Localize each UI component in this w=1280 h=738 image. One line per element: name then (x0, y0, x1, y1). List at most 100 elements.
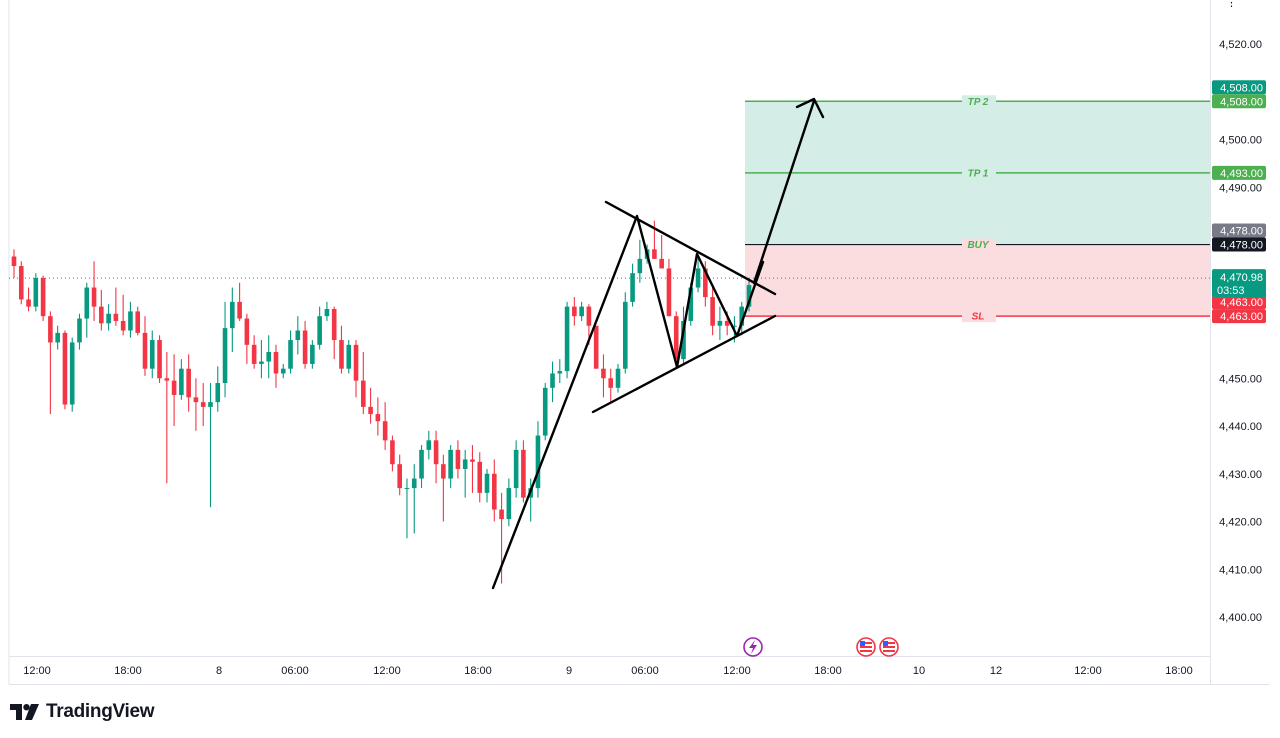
candle[interactable] (630, 263, 635, 307)
candle[interactable] (673, 311, 679, 369)
candle[interactable] (572, 297, 577, 326)
candle[interactable] (164, 351, 170, 484)
candle[interactable] (331, 306, 337, 360)
us-flag-event-icon[interactable] (879, 637, 899, 657)
candle[interactable] (230, 287, 235, 352)
candle[interactable] (448, 445, 453, 489)
candle[interactable] (273, 344, 279, 388)
candle[interactable] (77, 313, 82, 350)
candle[interactable] (266, 335, 272, 379)
candle[interactable] (462, 449, 468, 498)
tradingview-branding[interactable]: TradingView (10, 700, 155, 724)
candle[interactable] (455, 440, 461, 479)
candle[interactable] (361, 351, 366, 415)
candle[interactable] (375, 397, 381, 436)
candle[interactable] (171, 354, 177, 426)
us-flag-event-icon[interactable] (856, 637, 876, 657)
candle[interactable] (615, 363, 621, 393)
candle[interactable] (550, 361, 555, 403)
candle[interactable] (542, 383, 548, 441)
candle[interactable] (251, 335, 257, 369)
candle[interactable] (11, 249, 17, 278)
candle[interactable] (237, 282, 242, 321)
candle[interactable] (91, 261, 97, 321)
axis-menu-dots[interactable]: ⋮ (1226, 0, 1237, 9)
candle[interactable] (222, 301, 228, 398)
candle[interactable] (302, 320, 308, 369)
candle[interactable] (397, 454, 402, 496)
candle[interactable] (215, 366, 221, 412)
candle[interactable] (259, 340, 264, 379)
candle[interactable] (477, 452, 483, 503)
candle[interactable] (157, 335, 162, 384)
candle[interactable] (186, 354, 191, 412)
candle[interactable] (695, 258, 701, 293)
candle[interactable] (280, 363, 286, 379)
candle[interactable] (593, 325, 599, 369)
candle[interactable] (324, 301, 330, 321)
candle[interactable] (441, 454, 446, 522)
lightning-event-icon[interactable] (743, 637, 763, 657)
candle[interactable] (390, 435, 395, 472)
candle[interactable] (419, 445, 424, 489)
candle[interactable] (18, 261, 24, 305)
candle[interactable] (295, 316, 301, 355)
candle[interactable] (69, 337, 75, 412)
candle[interactable] (717, 306, 723, 341)
triangle-lower-trendline[interactable] (591, 314, 777, 414)
candle[interactable] (601, 354, 606, 398)
candle[interactable] (666, 258, 672, 317)
candle[interactable] (637, 239, 643, 283)
candle[interactable] (208, 383, 213, 508)
candle[interactable] (113, 287, 119, 326)
candle[interactable] (244, 313, 250, 364)
candle[interactable] (33, 273, 39, 312)
candle[interactable] (513, 440, 519, 498)
candle[interactable] (382, 402, 388, 450)
candle[interactable] (557, 359, 563, 384)
candle[interactable] (310, 340, 315, 369)
candle[interactable] (659, 235, 664, 269)
candle[interactable] (608, 368, 614, 403)
candle[interactable] (288, 330, 293, 374)
candle[interactable] (433, 430, 439, 484)
candle[interactable] (411, 464, 417, 534)
candle[interactable] (521, 440, 526, 503)
triangle-upper-trendline[interactable] (604, 200, 777, 296)
candle[interactable] (746, 277, 752, 312)
candle[interactable] (135, 306, 141, 336)
candle[interactable] (346, 340, 352, 374)
candle[interactable] (99, 289, 104, 331)
candle[interactable] (535, 421, 541, 498)
candle[interactable] (339, 325, 344, 374)
candle[interactable] (149, 330, 155, 379)
candle[interactable] (484, 468, 490, 503)
candle[interactable] (106, 304, 111, 331)
candle[interactable] (426, 430, 432, 460)
candle[interactable] (579, 301, 584, 321)
candle[interactable] (62, 330, 68, 410)
stop-loss-zone[interactable] (745, 244, 1210, 317)
candle[interactable] (470, 445, 475, 493)
candle[interactable] (55, 325, 60, 350)
candle[interactable] (622, 292, 628, 374)
candle[interactable] (40, 275, 46, 321)
candle[interactable] (200, 383, 206, 426)
candle[interactable] (404, 478, 410, 539)
candle[interactable] (179, 359, 184, 400)
wave-path[interactable] (491, 214, 765, 590)
projection-arrow-line[interactable] (752, 99, 816, 285)
candle[interactable] (353, 340, 359, 398)
candle[interactable] (48, 311, 53, 415)
candle[interactable] (491, 459, 497, 522)
candle[interactable] (506, 478, 512, 527)
candle[interactable] (710, 287, 715, 336)
candle[interactable] (564, 301, 570, 379)
candle[interactable] (317, 306, 322, 350)
candle[interactable] (128, 301, 133, 338)
candle[interactable] (368, 387, 373, 424)
candle[interactable] (193, 378, 199, 431)
candle[interactable] (120, 294, 126, 336)
candle[interactable] (142, 316, 148, 376)
